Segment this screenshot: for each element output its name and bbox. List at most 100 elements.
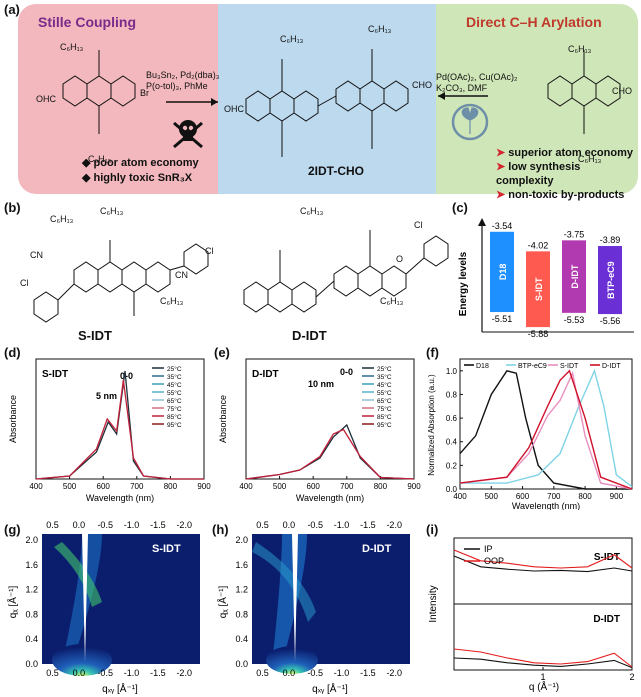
legend-label: OOP bbox=[484, 556, 504, 566]
bottom-tick-label: -0.5 bbox=[307, 668, 323, 678]
left-tick-label: 1.6 bbox=[25, 560, 38, 570]
stille-bullet-2: ◆ highly toxic SnR₃X bbox=[82, 172, 193, 184]
chart-f-yticks: 0.0 0.2 0.4 0.6 0.8 1.0 bbox=[446, 367, 463, 494]
chart-d-lines bbox=[35, 370, 204, 480]
top-tick-label: 0.5 bbox=[46, 520, 59, 530]
bottom-tick-label: -2.0 bbox=[386, 668, 402, 678]
energy-level-chart: Energy levels -3.54 -5.51 D18 -4.02 -5.88 S-I… bbox=[458, 218, 634, 339]
d-idt-molecule bbox=[243, 230, 449, 313]
x-tick-label: 900 bbox=[197, 482, 211, 491]
legend-label: 35°C bbox=[377, 373, 392, 381]
chart-f-legend: D18 BTP-eC9 S-IDT D-IDT bbox=[464, 363, 621, 370]
top-tick-label: -1.0 bbox=[334, 520, 350, 530]
legend-label: 25°C bbox=[377, 365, 392, 373]
center-2idt-molecule bbox=[245, 49, 409, 157]
chart-e-ylabel: Absorbance bbox=[218, 395, 228, 443]
legend-label: D18 bbox=[476, 363, 489, 370]
chart-d-shift: 5 nm bbox=[96, 391, 117, 401]
chart-e-legend: 25°C35°C45°C55°C65°C75°C85°C95°C bbox=[362, 365, 392, 429]
x-tick-label: 400 bbox=[239, 482, 253, 491]
top-tick-label: 0.0 bbox=[73, 520, 86, 530]
legend-label: S-IDT bbox=[560, 363, 579, 370]
lumo-value: -3.75 bbox=[564, 229, 585, 239]
x-tick-label: 400 bbox=[29, 482, 43, 491]
chart-f-xlabel: Wavelength (nm) bbox=[512, 501, 580, 510]
y-tick-label: 1.0 bbox=[446, 367, 458, 376]
bottom-tick-label: 0.5 bbox=[46, 668, 59, 678]
chart-e-peak: 0-0 bbox=[340, 367, 353, 377]
top-tick-label: -0.5 bbox=[307, 520, 323, 530]
series-line bbox=[453, 549, 633, 569]
chain-label: C₆H₁₃ bbox=[380, 296, 404, 306]
chart-d-peak: 0-0 bbox=[120, 371, 133, 381]
x-tick-label: 500 bbox=[63, 482, 77, 491]
bottom-tick-label: -2.0 bbox=[176, 668, 192, 678]
chart-d-xlabel: Wavelength (nm) bbox=[86, 493, 154, 503]
top-tick-label: -1.5 bbox=[360, 520, 376, 530]
series-line bbox=[245, 423, 415, 480]
series-line bbox=[459, 369, 633, 490]
series-line bbox=[459, 370, 632, 490]
chart-i-label-bottom: D-IDT bbox=[593, 614, 620, 625]
series-line bbox=[460, 368, 633, 488]
giwaxs-h-label: D-IDT bbox=[362, 543, 392, 555]
chain-label: C₆H₁₃ bbox=[280, 34, 304, 44]
top-tick-label: -1.0 bbox=[124, 520, 140, 530]
giwaxs-g-ylabel: qᵪ [Å⁻¹] bbox=[6, 585, 19, 618]
stille-condition-1: Bu₃Sn₂, Pd₂(dba)₃ bbox=[146, 70, 220, 80]
chart-d-xticks: 400 500 600 700 800 900 bbox=[29, 476, 211, 491]
legend-label: 65°C bbox=[167, 397, 182, 405]
left-tick-label: 1.2 bbox=[25, 585, 38, 595]
panel-label-i: (i) bbox=[426, 522, 439, 537]
center-region bbox=[218, 4, 436, 194]
stille-title: Stille Coupling bbox=[38, 14, 136, 30]
atom-cn: CN bbox=[30, 250, 43, 260]
group-cho: CHO bbox=[612, 86, 632, 96]
chain-label: C₆H₁₃ bbox=[60, 42, 84, 52]
panel-b-structures bbox=[33, 230, 449, 323]
left-tick-label: 0.4 bbox=[25, 634, 38, 644]
bottom-tick-label: -0.5 bbox=[97, 668, 113, 678]
chart-i-legend: IP OOP bbox=[464, 544, 504, 566]
giwaxs-g-xlabel: qₓᵧ [Å⁻¹] bbox=[102, 682, 138, 695]
chart-f-lines bbox=[459, 368, 633, 490]
panel-label-h: (h) bbox=[212, 522, 229, 537]
chart-d-idt-absorbance: D-IDT 0-0 10 nm Absorbance Wavelength (n… bbox=[218, 358, 421, 503]
chart-s-idt-absorbance: S-IDT 0-0 5 nm Absorbance Wavelength (nm… bbox=[8, 358, 211, 503]
bottom-tick-label: -1.5 bbox=[360, 668, 376, 678]
group-br: Br bbox=[140, 88, 149, 98]
center-molecule-label: 2IDT-CHO bbox=[308, 164, 365, 178]
x-tick-label: 1 bbox=[540, 672, 545, 682]
energy-bar-D-IDT bbox=[562, 240, 586, 313]
homo-value: -5.88 bbox=[528, 329, 549, 339]
x-tick-label: 900 bbox=[407, 482, 421, 491]
x-tick-label: 700 bbox=[130, 482, 144, 491]
legend-label: 55°C bbox=[377, 389, 392, 397]
energy-bar-label: D-IDT bbox=[570, 264, 580, 288]
series-line bbox=[453, 555, 633, 573]
panel-label-c: (c) bbox=[452, 200, 468, 215]
arylation-bullet-2: ➤ low synthesis complexity bbox=[496, 161, 581, 187]
energy-bar-label: S-IDT bbox=[534, 277, 544, 301]
giwaxs-g-ticks: 0.5 0.0 -0.5 -1.0 -1.5 -2.0 0.5 0.0 -0.5 -1.0 -1.5… bbox=[25, 520, 191, 678]
energy-bar-D18 bbox=[490, 231, 514, 313]
chain-label: C₆H₁₃ bbox=[568, 44, 592, 54]
stille-bullet-1: ◆ poor atom economy bbox=[82, 157, 199, 169]
stille-bullet-1-text: poor atom economy bbox=[93, 157, 199, 169]
atom-cl: Cl bbox=[20, 278, 29, 288]
homo-value: -5.53 bbox=[564, 315, 585, 325]
bottom-tick-label: 0.5 bbox=[256, 668, 269, 678]
left-tick-label: 2.0 bbox=[25, 535, 38, 545]
left-tick-label: 1.6 bbox=[235, 560, 248, 570]
x-tick-label: 700 bbox=[547, 492, 561, 501]
lumo-value: -3.89 bbox=[600, 235, 621, 245]
d-idt-label: D-IDT bbox=[292, 328, 327, 343]
left-tick-label: 0.8 bbox=[25, 609, 38, 619]
chain-label: C₆H₁₃ bbox=[100, 206, 124, 216]
left-tick-label: 0.0 bbox=[235, 659, 248, 669]
group-ohc: OHC bbox=[36, 94, 56, 104]
stille-bullet-2-text: highly toxic SnR₃X bbox=[93, 172, 193, 184]
panel-label-f: (f) bbox=[426, 345, 439, 360]
top-tick-label: -2.0 bbox=[386, 520, 402, 530]
chain-label: C₆H₁₃ bbox=[300, 206, 324, 216]
